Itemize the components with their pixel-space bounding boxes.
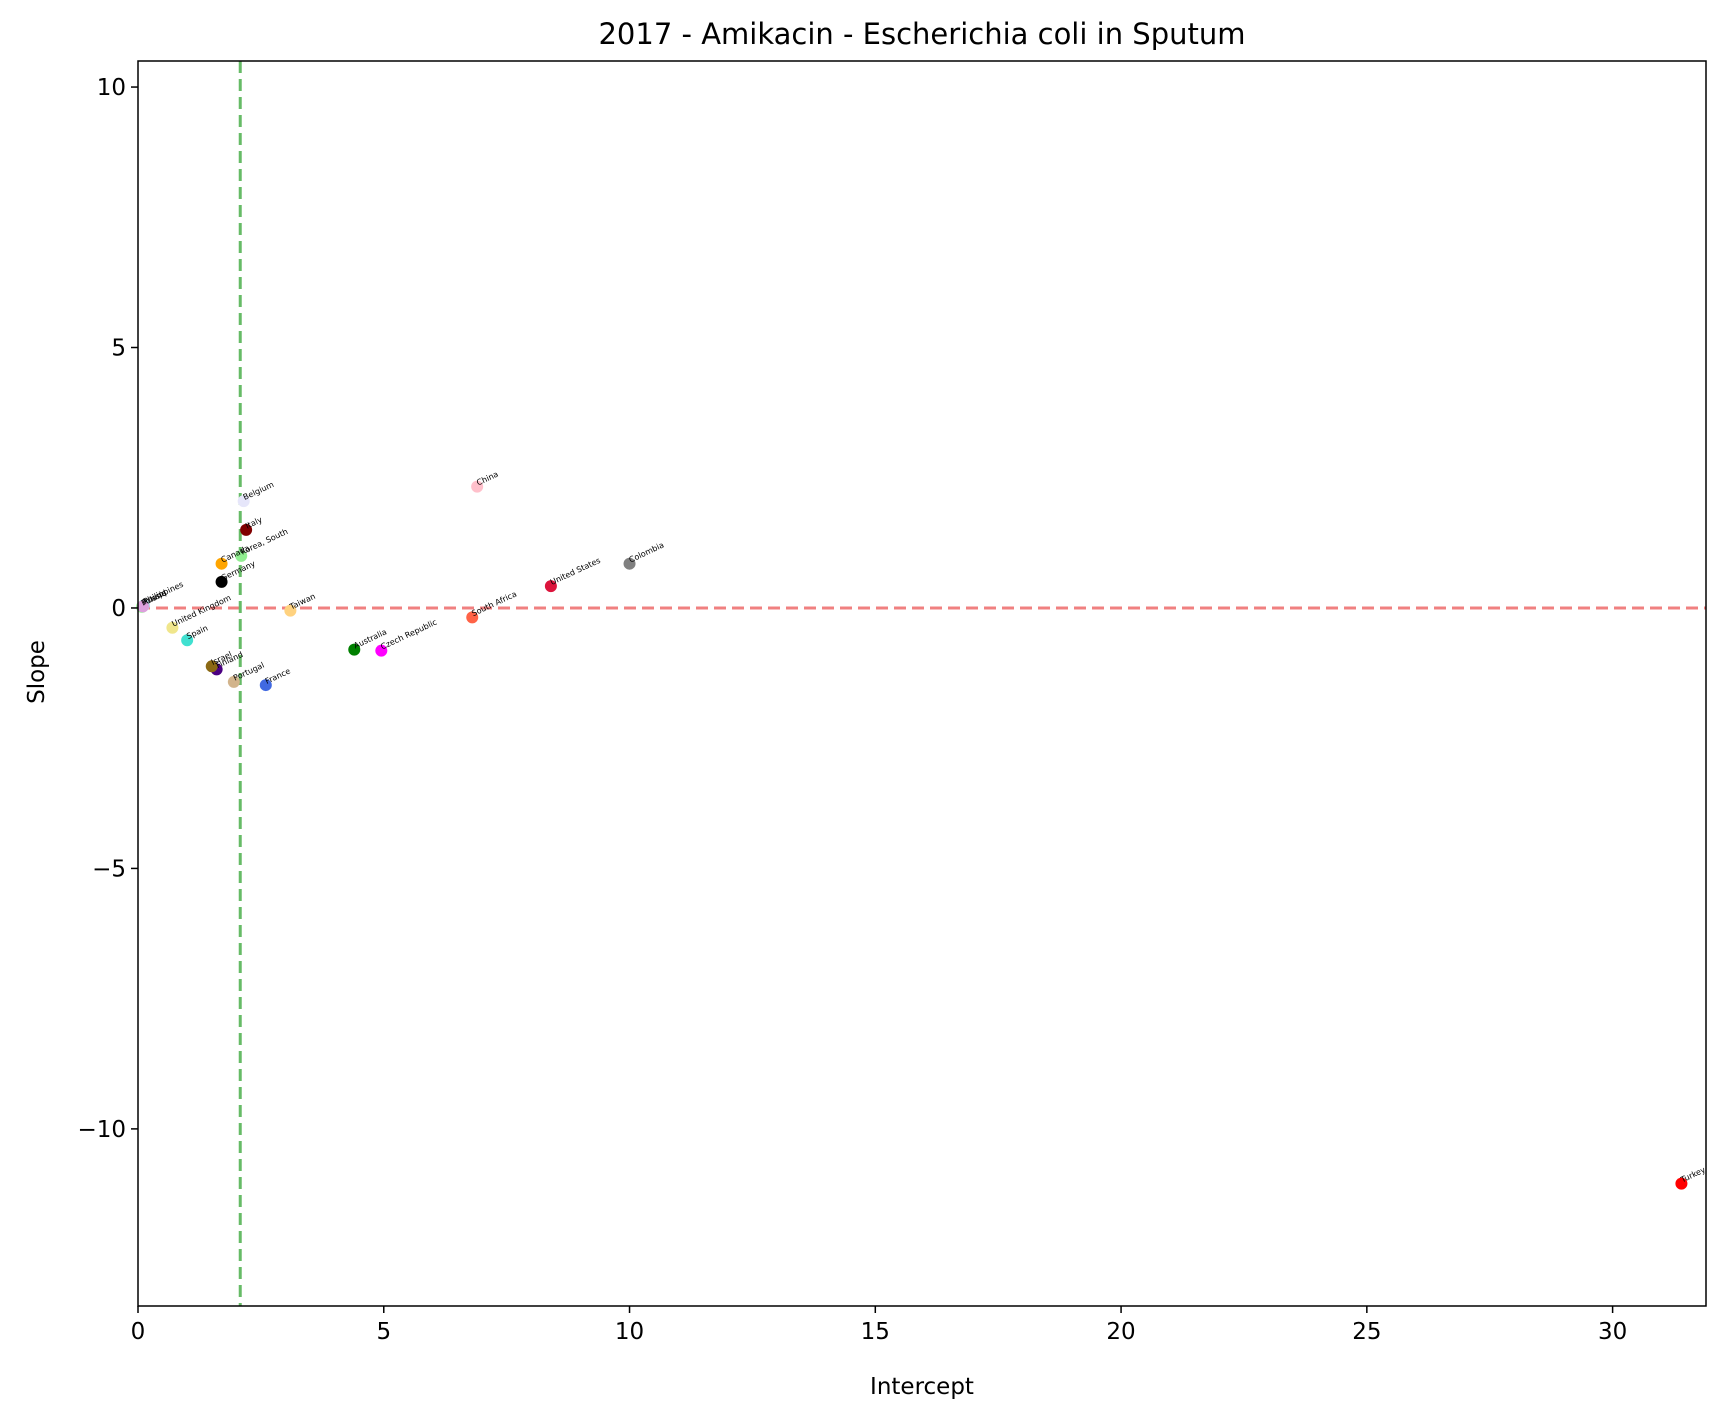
chart-title: 2017 - Amikacin - Escherichia coli in Sp… [598, 17, 1245, 51]
data-point [136, 600, 149, 613]
x-tick-label: 0 [131, 1319, 146, 1345]
data-point [348, 643, 361, 656]
x-axis-ticks: 0 5 10 15 20 25 30 [131, 1306, 1627, 1345]
data-point [375, 644, 388, 657]
data-points [135, 480, 1688, 1190]
reference-lines [138, 61, 1706, 1306]
y-tick-label: −10 [77, 1117, 126, 1143]
data-point [1675, 1177, 1688, 1190]
x-tick-label: 30 [1598, 1319, 1627, 1345]
data-point [284, 604, 297, 617]
y-tick-label: 0 [111, 596, 126, 622]
x-axis-label: Intercept [870, 1374, 974, 1400]
data-point [181, 634, 194, 647]
data-point [544, 580, 557, 593]
x-tick-label: 20 [1106, 1319, 1135, 1345]
data-point [215, 575, 228, 588]
y-tick-label: 10 [97, 75, 126, 101]
y-axis-label: Slope [24, 640, 50, 704]
data-point [227, 675, 240, 688]
data-point [205, 660, 218, 673]
data-point [166, 621, 179, 634]
data-point [259, 679, 272, 692]
y-tick-label: −5 [92, 856, 126, 882]
data-point [471, 480, 484, 493]
data-point [466, 611, 479, 624]
x-tick-label: 5 [376, 1319, 391, 1345]
data-point [623, 557, 636, 570]
data-point [235, 549, 248, 562]
data-point [237, 495, 250, 508]
y-axis-ticks: −10 −5 0 5 10 [77, 75, 138, 1143]
plot-frame [137, 60, 1707, 1307]
data-point [215, 557, 228, 570]
x-tick-label: 15 [861, 1319, 890, 1345]
x-tick-label: 10 [615, 1319, 644, 1345]
y-tick-label: 5 [111, 336, 126, 362]
x-tick-label: 25 [1352, 1319, 1381, 1345]
data-point [240, 523, 253, 536]
